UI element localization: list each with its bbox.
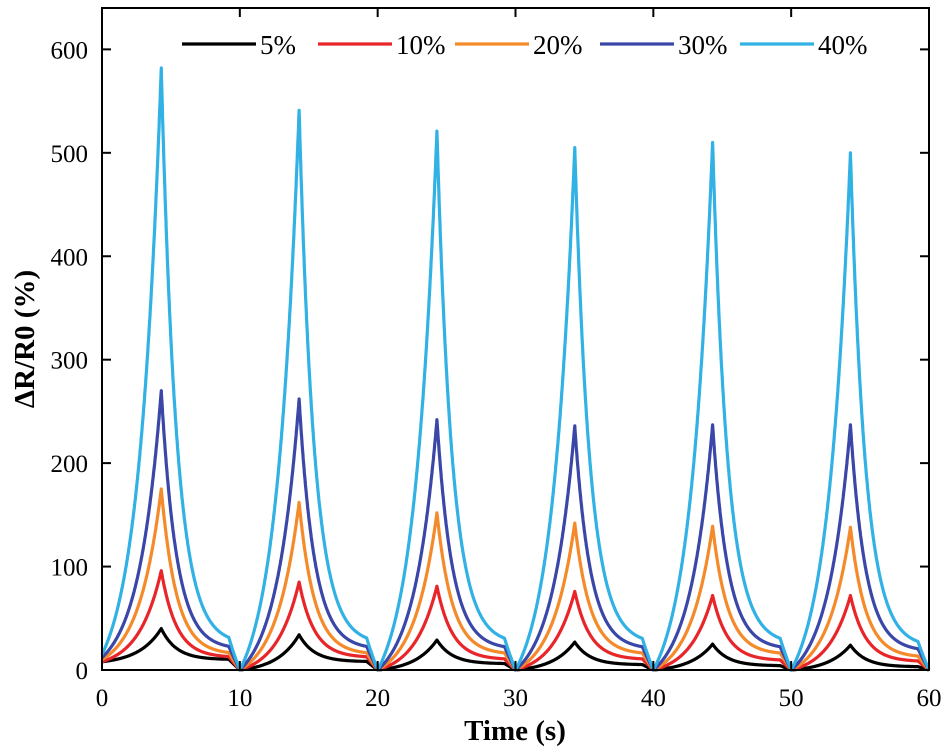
series-line-30pct xyxy=(100,389,931,672)
legend-label: 30% xyxy=(678,30,728,60)
axis-ticks xyxy=(101,8,930,671)
x-tick-label: 40 xyxy=(641,685,666,712)
x-tick-label: 50 xyxy=(779,685,804,712)
y-tick-label: 500 xyxy=(51,141,89,168)
legend-label: 10% xyxy=(396,30,446,60)
x-tick-label: 0 xyxy=(96,685,109,712)
y-tick-label: 400 xyxy=(51,244,89,271)
legend-label: 5% xyxy=(260,30,296,60)
y-tick-label: 600 xyxy=(51,37,89,64)
series-line-20pct xyxy=(100,487,931,672)
x-tick-label: 20 xyxy=(365,685,390,712)
x-axis-title: Time (s) xyxy=(464,715,566,747)
legend-label: 20% xyxy=(533,30,583,60)
series-lines xyxy=(100,66,931,672)
y-tick-label: 300 xyxy=(51,348,89,375)
y-tick-label: 0 xyxy=(76,658,89,685)
x-tick-label: 30 xyxy=(503,685,528,712)
x-tick-label: 10 xyxy=(227,685,252,712)
plot-frame xyxy=(101,7,930,671)
legend-label: 40% xyxy=(818,30,868,60)
x-tick-label: 60 xyxy=(917,685,942,712)
legend: 5% 10% 20% 30% 40% xyxy=(182,30,868,60)
y-tick-label: 200 xyxy=(51,451,89,478)
series-line-40pct xyxy=(100,66,931,672)
y-tick-label: 100 xyxy=(51,555,89,582)
y-axis-title: ΔR/R0 (%) xyxy=(9,270,41,408)
